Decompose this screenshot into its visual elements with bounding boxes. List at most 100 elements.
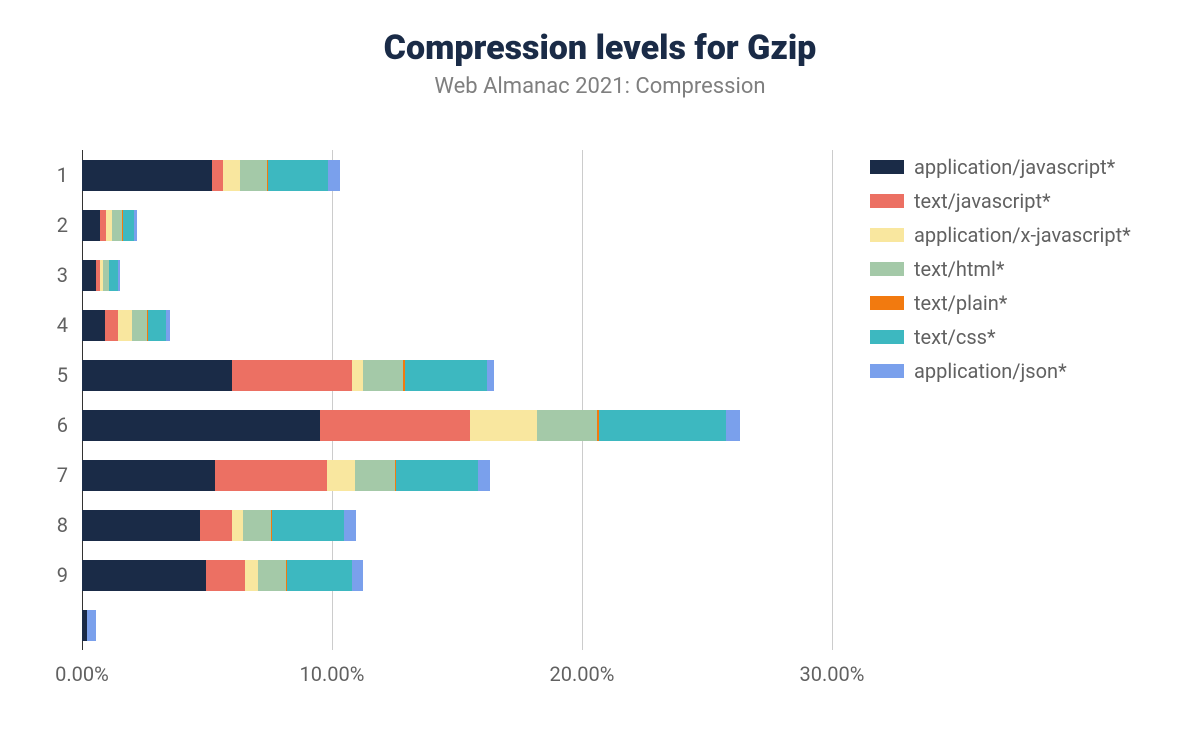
legend-swatch	[870, 330, 904, 344]
x-tick-label: 10.00%	[300, 662, 365, 686]
bar-segment	[82, 410, 320, 441]
x-tick-label: 0.00%	[55, 662, 109, 686]
bar-segment	[200, 510, 233, 541]
bar-segment	[287, 560, 352, 591]
bar-segment	[352, 560, 363, 591]
plot-area: 0.00%10.00%20.00%30.00%123456789	[82, 150, 832, 650]
bar-segment	[148, 310, 166, 341]
bar-segment	[82, 510, 200, 541]
bar-row	[82, 210, 137, 241]
bar-row	[82, 260, 120, 291]
bar-segment	[82, 360, 232, 391]
bar-segment	[726, 410, 740, 441]
bar-segment	[212, 160, 223, 191]
y-tick-label: 8	[57, 513, 68, 537]
legend-item: text/css*	[870, 320, 1170, 354]
bar-segment	[112, 210, 122, 241]
y-tick-label: 5	[57, 363, 68, 387]
legend-item: text/html*	[870, 252, 1170, 286]
x-tick-label: 20.00%	[550, 662, 615, 686]
legend-label: text/css*	[914, 325, 996, 349]
bar-row	[82, 310, 170, 341]
bar-segment	[327, 460, 355, 491]
y-tick-label: 2	[57, 213, 68, 237]
y-tick-label: 6	[57, 413, 68, 437]
bar-segment	[82, 160, 212, 191]
chart-subtitle: Web Almanac 2021: Compression	[0, 74, 1200, 99]
bar-segment	[405, 360, 488, 391]
bar-segment	[599, 410, 727, 441]
bar-segment	[320, 410, 470, 441]
bar-segment	[245, 560, 259, 591]
bar-segment	[82, 210, 100, 241]
x-tick-label: 30.00%	[800, 662, 865, 686]
y-tick-label: 1	[57, 163, 68, 187]
bar-row	[82, 410, 740, 441]
bar-segment	[243, 510, 271, 541]
bar-segment	[328, 160, 339, 191]
bar-row	[82, 510, 356, 541]
bar-segment	[363, 360, 403, 391]
bar-segment	[272, 510, 345, 541]
bar-row	[82, 560, 363, 591]
bar-row	[82, 360, 494, 391]
gridline	[582, 150, 583, 650]
bar-segment	[223, 160, 239, 191]
legend-label: text/html*	[914, 257, 1004, 281]
legend-item: application/x-javascript*	[870, 218, 1170, 252]
bar-segment	[118, 310, 132, 341]
legend-swatch	[870, 160, 904, 174]
legend-label: text/plain*	[914, 291, 1007, 315]
bar-segment	[478, 460, 489, 491]
bar-segment	[240, 160, 268, 191]
bar-segment	[123, 210, 134, 241]
y-tick-label: 3	[57, 263, 68, 287]
bar-segment	[87, 610, 96, 641]
legend-label: application/x-javascript*	[914, 223, 1131, 247]
bar-segment	[344, 510, 355, 541]
legend: application/javascript* text/javascript* a…	[870, 150, 1170, 388]
legend-label: text/javascript*	[914, 189, 1051, 213]
bar-row	[82, 610, 96, 641]
bar-segment	[268, 160, 328, 191]
bar-segment	[355, 460, 395, 491]
bar-segment	[118, 260, 120, 291]
legend-item: text/plain*	[870, 286, 1170, 320]
bar-segment	[82, 260, 96, 291]
gridline	[832, 150, 833, 650]
bar-segment	[206, 560, 245, 591]
bar-segment	[232, 510, 243, 541]
bar-segment	[82, 560, 206, 591]
chart-container: Compression levels for Gzip Web Almanac …	[0, 0, 1200, 742]
chart-title: Compression levels for Gzip	[0, 28, 1200, 68]
legend-item: text/javascript*	[870, 184, 1170, 218]
y-tick-label: 9	[57, 563, 68, 587]
bar-segment	[132, 310, 147, 341]
legend-label: application/json*	[914, 359, 1067, 383]
legend-swatch	[870, 296, 904, 310]
bar-segment	[215, 460, 328, 491]
y-tick-label: 4	[57, 313, 68, 337]
y-tick-label: 7	[57, 463, 68, 487]
bar-segment	[232, 360, 352, 391]
bar-segment	[82, 310, 105, 341]
bar-segment	[396, 460, 479, 491]
legend-swatch	[870, 262, 904, 276]
bar-segment	[487, 360, 493, 391]
legend-swatch	[870, 364, 904, 378]
bar-segment	[352, 360, 363, 391]
bar-row	[82, 160, 340, 191]
bar-segment	[109, 260, 118, 291]
legend-label: application/javascript*	[914, 155, 1115, 179]
legend-swatch	[870, 194, 904, 208]
bar-segment	[537, 410, 597, 441]
legend-swatch	[870, 228, 904, 242]
bar-segment	[134, 210, 137, 241]
bar-segment	[258, 560, 286, 591]
bar-segment	[82, 460, 215, 491]
bar-row	[82, 460, 490, 491]
legend-item: application/javascript*	[870, 150, 1170, 184]
legend-item: application/json*	[870, 354, 1170, 388]
bar-segment	[470, 410, 538, 441]
bar-segment	[166, 310, 170, 341]
